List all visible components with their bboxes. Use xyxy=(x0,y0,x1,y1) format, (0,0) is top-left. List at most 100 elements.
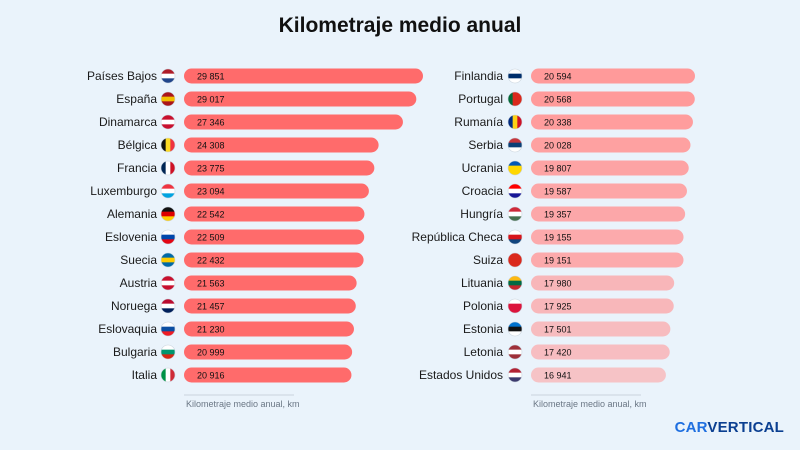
flag-stripe xyxy=(165,138,171,152)
flag-outline xyxy=(507,367,523,383)
value-label: 27 346 xyxy=(197,118,225,128)
x-axis-label: Kilometraje medio anual, km xyxy=(533,399,647,409)
flag-stripe xyxy=(161,253,175,258)
category-label: Polonia xyxy=(463,299,503,313)
category-label: Rumanía xyxy=(454,115,503,129)
value-label: 20 338 xyxy=(544,118,572,128)
flag-stripe xyxy=(508,161,522,166)
flag-outline xyxy=(507,206,523,222)
flag-stripe xyxy=(508,165,522,171)
flag-stripe xyxy=(161,119,175,125)
flag-outline xyxy=(160,229,176,245)
flag-stripe xyxy=(508,345,522,350)
value-label: 20 568 xyxy=(544,95,572,105)
flag-stripe xyxy=(161,138,166,152)
value-label: 21 230 xyxy=(197,325,225,335)
flag-icon xyxy=(508,207,522,221)
flag-icon xyxy=(508,322,522,336)
flag-stripe xyxy=(508,78,522,83)
flag-stripe xyxy=(508,193,522,198)
category-label: Lituania xyxy=(461,276,503,290)
value-label: 24 308 xyxy=(197,141,225,151)
category-label: Ucrania xyxy=(462,161,504,175)
flag-icon xyxy=(161,276,175,290)
value-label: 20 028 xyxy=(544,141,572,151)
value-label: 23 775 xyxy=(197,164,225,174)
flag-outline xyxy=(160,298,176,314)
flag-stripe xyxy=(161,276,175,281)
flag-stripe xyxy=(508,299,522,304)
category-label: Luxemburgo xyxy=(90,184,157,198)
flag-outline xyxy=(160,367,176,383)
flag-icon xyxy=(161,368,175,382)
flag-stripe xyxy=(508,207,522,212)
flag-outline xyxy=(507,252,523,268)
value-label: 17 420 xyxy=(544,348,572,358)
flag-outline xyxy=(160,183,176,199)
bar xyxy=(531,367,666,383)
bar xyxy=(184,160,375,176)
flag-stripe xyxy=(508,354,522,359)
value-label: 29 851 xyxy=(197,72,225,82)
flag-icon xyxy=(161,253,175,267)
flag-stripe xyxy=(161,299,175,304)
value-label: 19 587 xyxy=(544,187,572,197)
flag-icon xyxy=(508,161,522,175)
value-label: 23 094 xyxy=(197,187,225,197)
value-label: 20 999 xyxy=(197,348,225,358)
flag-outline xyxy=(507,275,523,291)
bar xyxy=(184,298,356,314)
flag-stripe xyxy=(508,262,522,267)
flag-icon xyxy=(508,230,522,244)
flag-icon xyxy=(508,276,522,290)
flag-outline xyxy=(160,206,176,222)
value-label: 17 980 xyxy=(544,279,572,289)
value-label: 19 151 xyxy=(544,256,572,266)
category-label: Croacia xyxy=(462,184,504,198)
bar xyxy=(531,183,687,199)
flag-stripe xyxy=(161,115,175,120)
category-label: República Checa xyxy=(412,230,504,244)
bar xyxy=(184,68,423,84)
flag-stripe xyxy=(508,280,522,286)
flag-stripe xyxy=(512,92,518,106)
flag-stripe xyxy=(508,211,522,217)
flag-outline xyxy=(160,91,176,107)
x-axis-label: Kilometraje medio anual, km xyxy=(186,399,300,409)
flag-stripe xyxy=(161,322,175,327)
flag-stripe xyxy=(170,368,175,382)
flag-outline xyxy=(160,344,176,360)
flag-stripe xyxy=(508,230,522,235)
bar xyxy=(184,229,365,245)
bar xyxy=(184,206,365,222)
flag-icon xyxy=(508,184,522,198)
flag-icon xyxy=(508,92,522,106)
flag-stripe xyxy=(161,161,166,175)
flag-stripe xyxy=(508,349,522,355)
flag-stripe xyxy=(508,92,513,106)
flag-stripe xyxy=(508,170,522,175)
flag-stripe xyxy=(165,161,171,175)
value-label: 16 941 xyxy=(544,371,572,381)
flag-icon xyxy=(508,299,522,313)
flag-stripe xyxy=(161,184,175,189)
flag-icon xyxy=(161,69,175,83)
flag-icon xyxy=(508,69,522,83)
flag-stripe xyxy=(508,115,513,129)
value-label: 21 563 xyxy=(197,279,225,289)
flag-stripe xyxy=(161,257,175,263)
flag-outline xyxy=(507,68,523,84)
flag-stripe xyxy=(161,101,175,106)
flag-stripe xyxy=(508,234,522,240)
bar xyxy=(531,321,671,337)
category-label: Estonia xyxy=(463,322,503,336)
bar xyxy=(184,114,403,130)
flag-outline xyxy=(160,114,176,130)
value-label: 22 509 xyxy=(197,233,225,243)
category-label: Alemania xyxy=(107,207,157,221)
bar xyxy=(531,344,670,360)
category-label: Austria xyxy=(120,276,158,290)
bar xyxy=(184,275,357,291)
chart-title: Kilometraje medio anual xyxy=(278,14,522,37)
flag-stripe xyxy=(508,69,522,74)
